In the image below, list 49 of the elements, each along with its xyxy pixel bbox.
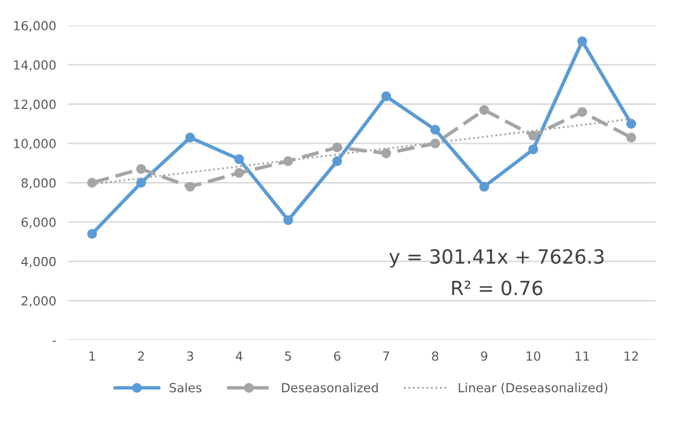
x-tick-label: 4 bbox=[236, 351, 242, 361]
y-tick-label: - bbox=[52, 340, 56, 342]
x-tick-label: 6 bbox=[334, 351, 340, 361]
x-tick-label: 7 bbox=[383, 351, 390, 361]
point bbox=[87, 228, 97, 239]
point bbox=[479, 182, 490, 192]
point bbox=[185, 182, 195, 192]
point bbox=[381, 91, 392, 102]
point bbox=[87, 178, 97, 188]
point bbox=[577, 107, 588, 117]
x-tick-label: 5 bbox=[285, 351, 292, 361]
point bbox=[577, 36, 588, 46]
legend-label: Sales bbox=[170, 382, 202, 392]
x-tick-label: 10 bbox=[526, 351, 540, 361]
point bbox=[136, 178, 146, 188]
y-tick-label: 8,000 bbox=[22, 178, 56, 189]
y-tick-label: 14,000 bbox=[14, 60, 56, 72]
point bbox=[185, 132, 195, 142]
point bbox=[283, 156, 294, 166]
y-tick-label: 16,000 bbox=[14, 20, 56, 32]
point bbox=[332, 142, 342, 152]
y-tick-label: 6,000 bbox=[22, 218, 56, 228]
annotation: y = 301.41x + 7626.3 bbox=[389, 249, 604, 268]
point bbox=[528, 144, 538, 154]
point bbox=[234, 168, 244, 178]
point bbox=[136, 164, 146, 174]
annotation: R² = 0.76 bbox=[452, 280, 542, 296]
point bbox=[430, 124, 440, 135]
x-tick-label: 12 bbox=[624, 351, 638, 361]
point bbox=[283, 215, 294, 225]
point bbox=[381, 148, 392, 158]
x-tick-label: 9 bbox=[480, 351, 488, 361]
y-tick-label: 4,000 bbox=[21, 256, 56, 268]
x-tick-label: 3 bbox=[187, 351, 194, 361]
point bbox=[528, 130, 538, 140]
x-tick-label: 11 bbox=[576, 351, 590, 361]
x-tick-label: 1 bbox=[90, 351, 95, 361]
point bbox=[234, 154, 244, 164]
point bbox=[626, 132, 636, 142]
point bbox=[479, 105, 490, 115]
x-tick-label: 2 bbox=[138, 351, 144, 361]
y-tick-label: 10,000 bbox=[14, 138, 56, 150]
point bbox=[332, 156, 342, 166]
legend-label: Deseasonalized bbox=[282, 382, 378, 392]
legend-label: Linear (Deseasonalized) bbox=[458, 382, 608, 394]
y-tick-label: 2,000 bbox=[22, 296, 56, 307]
y-tick-label: 12,000 bbox=[14, 100, 56, 110]
point bbox=[626, 118, 636, 129]
x-tick-label: 8 bbox=[432, 351, 438, 361]
